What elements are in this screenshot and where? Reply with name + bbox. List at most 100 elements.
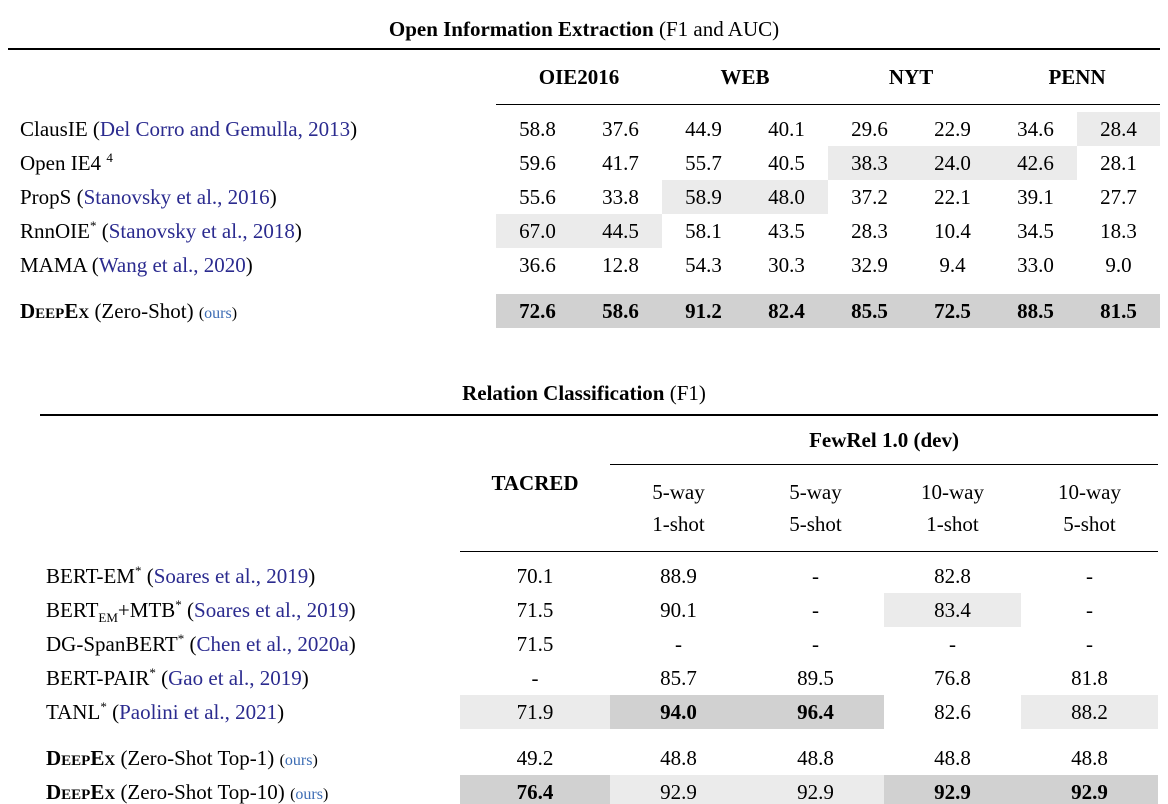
value-cell: 18.3 (1100, 218, 1137, 243)
method-label: BERT-PAIR* (Gao et al., 2019) (40, 661, 460, 695)
label-text: PropS ( (20, 184, 84, 209)
subheader-line: 5-way (652, 480, 705, 504)
value-cell: 72.5 (911, 294, 995, 328)
value-cell: 76.4 (460, 775, 610, 804)
value-cell: 89.5 (797, 665, 834, 690)
label-text: ( (279, 751, 285, 769)
value-cell: 22.1 (934, 184, 971, 209)
col-header-oie2016: OIE2016 (496, 48, 663, 105)
value-cell: 37.2 (851, 184, 888, 209)
citation-link[interactable]: Stanovsky et al., 2018 (108, 218, 295, 243)
table-row: DeepEx (Zero-Shot Top-10) (ours) 76.4 92.9… (40, 775, 1158, 804)
value-cell: 28.4 (1077, 112, 1161, 146)
citation-link[interactable]: Del Corro and Gemulla, 2013 (99, 116, 351, 141)
col-header-tacred: TACRED (460, 414, 610, 552)
col-header-web: WEB (662, 48, 829, 105)
value-cell: - (949, 631, 956, 656)
table2-body: BERT-EM* (Soares et al., 2019) 70.1 88.9-8… (40, 552, 1158, 804)
label-text: DeepEx (46, 745, 116, 770)
citation-link[interactable]: Paolini et al., 2021 (119, 699, 278, 724)
citation-link[interactable]: Chen et al., 2020a (196, 631, 349, 656)
label-text: BERT (46, 597, 99, 622)
citation-link[interactable]: Soares et al., 2019 (153, 563, 309, 588)
citation-link[interactable]: Wang et al., 2020 (98, 252, 246, 277)
value-cell: 10.4 (934, 218, 971, 243)
method-label: MAMA (Wang et al., 2020) (8, 248, 496, 282)
value-cell: - (1086, 597, 1093, 622)
ours-link[interactable]: ours (295, 785, 323, 803)
table-row: ClausIE (Del Corro and Gemulla, 2013) 58.… (8, 112, 1161, 146)
subheader-line: 1-shot (926, 512, 979, 536)
citation-link[interactable]: Soares et al., 2019 (194, 597, 349, 622)
subheader-line: 5-way (789, 480, 842, 504)
label-text: (Zero-Shot Top-10) (115, 779, 291, 804)
label-text: MAMA ( (20, 252, 99, 277)
table-row: PropS (Stanovsky et al., 2016) 55.6 33.8 58… (8, 180, 1160, 214)
subheader-line: 5-shot (1063, 512, 1116, 536)
value-cell: 71.5 (516, 597, 554, 622)
value-cell: 12.8 (602, 252, 639, 277)
value-cell: 40.5 (768, 150, 805, 175)
value-cell: 83.4 (884, 593, 1021, 627)
col-header-10way-1shot: 10-way 1-shot (884, 464, 1021, 552)
value-cell: 55.7 (685, 150, 722, 175)
value-cell: 92.9 (747, 775, 884, 804)
value-cell: 48.8 (660, 745, 697, 770)
col-header-10way-5shot: 10-way 5-shot (1021, 464, 1158, 552)
value-cell: 88.2 (1021, 695, 1158, 729)
value-cell: 72.6 (496, 294, 579, 328)
label-text: DeepEx (46, 779, 116, 804)
subheader-line: 10-way (1058, 480, 1121, 504)
value-cell: - (812, 631, 819, 656)
label-text: * (149, 664, 156, 680)
method-label: ClausIE (Del Corro and Gemulla, 2013) (8, 112, 496, 146)
value-cell: 32.9 (851, 252, 888, 277)
label-text: ( (198, 304, 205, 322)
value-cell: 44.5 (579, 214, 663, 248)
label-text: ) (348, 631, 356, 656)
table-row: BERTEM+MTB* (Soares et al., 2019) 71.5 90.… (40, 593, 1158, 627)
ours-link[interactable]: ours (284, 751, 313, 769)
label-text: ) (348, 597, 356, 622)
label-text: ( (290, 785, 296, 803)
method-label: PropS (Stanovsky et al., 2016) (8, 180, 496, 214)
value-cell: 22.9 (934, 116, 971, 141)
value-cell: 40.1 (768, 116, 805, 141)
value-cell: 48.0 (745, 180, 829, 214)
value-cell: 48.8 (797, 745, 834, 770)
method-label: DG-SpanBERT* (Chen et al., 2020a) (40, 627, 460, 661)
value-cell: 81.5 (1077, 294, 1161, 328)
label-text: ) (350, 116, 358, 141)
value-cell: 82.4 (745, 294, 829, 328)
label-text: 4 (106, 149, 113, 165)
value-cell: - (675, 631, 682, 656)
label-text: ( (106, 699, 120, 724)
ours-link[interactable]: ours (204, 304, 232, 322)
value-cell: 29.6 (851, 116, 888, 141)
value-cell: 67.0 (496, 214, 579, 248)
citation-link[interactable]: Gao et al., 2019 (168, 665, 302, 690)
value-cell: 44.9 (685, 116, 722, 141)
method-label: DeepEx (Zero-Shot Top-10) (ours) (40, 775, 460, 804)
open-ie-results-table: OIE2016 WEB NYT PENN ClausIE (Del Corro … (8, 48, 1161, 328)
label-text: ClausIE ( (20, 116, 100, 141)
value-cell: 39.1 (1017, 184, 1054, 209)
table-row: DeepEx (Zero-Shot Top-1) (ours) 49.2 48.8 4… (40, 741, 1158, 775)
table2-header-row-2: 5-way 1-shot 5-way 5-shot 10-way 1-shot … (40, 464, 1158, 552)
label-text: ) (231, 304, 238, 322)
col-header-5way-1shot: 5-way 1-shot (610, 464, 747, 552)
table2-title-note: (F1) (664, 381, 706, 405)
label-text: ) (312, 751, 318, 769)
table2-caption: Relation Classification (F1) (0, 378, 1168, 408)
table-row: BERT-PAIR* (Gao et al., 2019) - 85.7 89.5 76… (40, 661, 1158, 695)
value-cell: 76.8 (934, 665, 971, 690)
label-text: ) (322, 785, 329, 803)
value-cell: 37.6 (602, 116, 639, 141)
method-label: TANL* (Paolini et al., 2021) (40, 695, 460, 729)
label-text: ) (301, 665, 309, 690)
table1-header-row: OIE2016 WEB NYT PENN (8, 48, 1161, 105)
citation-link[interactable]: Stanovsky et al., 2016 (83, 184, 270, 209)
table1-title: Open Information Extraction (388, 17, 654, 41)
value-cell: 85.7 (660, 665, 697, 690)
